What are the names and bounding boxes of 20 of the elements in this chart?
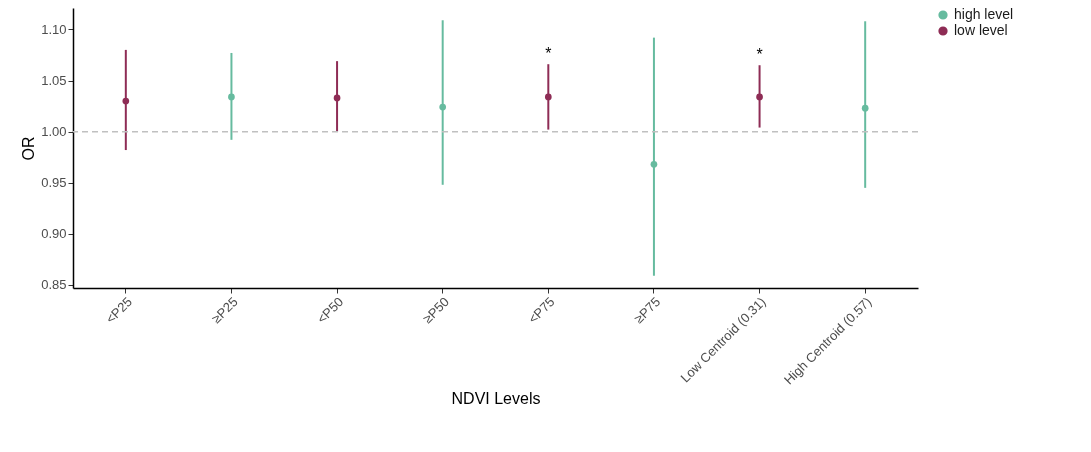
legend-label: high level <box>954 6 1014 22</box>
y-tick-label: 0.90 <box>41 226 67 242</box>
legend-label: low level <box>954 22 1008 38</box>
point <box>122 97 130 105</box>
point <box>333 94 341 102</box>
point <box>756 93 763 101</box>
point <box>650 161 658 168</box>
y-tick-label: 1.00 <box>41 124 67 140</box>
point <box>228 93 235 101</box>
y-tick-label: 1.05 <box>41 73 67 89</box>
x-axis-title: NDVI Levels <box>451 390 541 408</box>
y-tick-label: 1.10 <box>41 21 67 37</box>
y-tick-label: 0.95 <box>41 175 67 191</box>
y-axis-title: OR <box>20 136 38 161</box>
annotation: * <box>756 46 763 64</box>
point <box>861 104 869 112</box>
point <box>439 103 447 111</box>
annotation: * <box>545 45 552 63</box>
y-tick-label: 0.85 <box>41 277 67 293</box>
point <box>544 93 552 101</box>
